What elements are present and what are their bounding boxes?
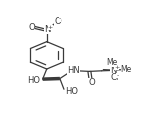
Text: Me: Me bbox=[106, 58, 117, 67]
Text: O: O bbox=[28, 22, 35, 32]
Text: -: - bbox=[59, 17, 61, 22]
Text: HO: HO bbox=[65, 87, 78, 96]
Text: -: - bbox=[127, 65, 130, 74]
Text: N: N bbox=[110, 66, 117, 75]
Text: N: N bbox=[44, 25, 51, 34]
Text: +: + bbox=[48, 25, 53, 30]
Text: O: O bbox=[88, 78, 95, 87]
Text: Me: Me bbox=[121, 65, 132, 74]
Text: -: - bbox=[116, 73, 119, 78]
Text: HO: HO bbox=[27, 76, 40, 85]
Text: +: + bbox=[114, 65, 119, 70]
Text: Cl: Cl bbox=[110, 73, 119, 82]
Text: O: O bbox=[54, 17, 61, 26]
Text: HN: HN bbox=[67, 66, 80, 75]
